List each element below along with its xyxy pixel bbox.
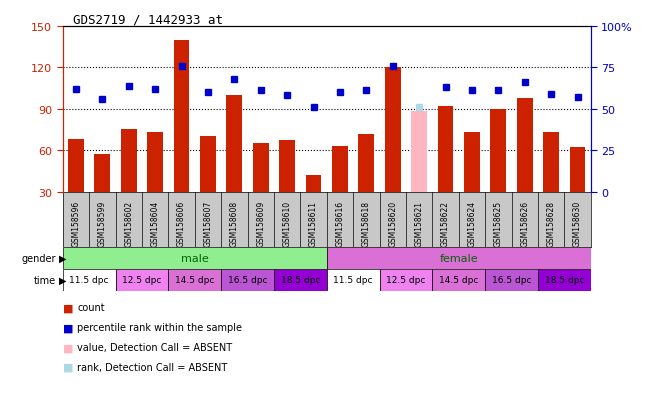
Bar: [332, 147, 348, 192]
Text: GSM158611: GSM158611: [309, 200, 318, 246]
Text: GSM158610: GSM158610: [282, 200, 292, 246]
Text: ▶: ▶: [59, 275, 67, 285]
Text: ■: ■: [63, 342, 73, 352]
Text: ▶: ▶: [59, 253, 67, 263]
Bar: [538, 269, 591, 291]
Text: GSM158599: GSM158599: [98, 200, 107, 247]
Text: 16.5 dpc: 16.5 dpc: [492, 275, 531, 285]
Bar: [490, 109, 506, 192]
Text: GSM158630: GSM158630: [573, 200, 582, 247]
Text: percentile rank within the sample: percentile rank within the sample: [77, 323, 242, 332]
Bar: [94, 155, 110, 192]
Text: GSM158596: GSM158596: [71, 200, 81, 247]
Text: 18.5 dpc: 18.5 dpc: [544, 275, 584, 285]
Bar: [358, 134, 374, 192]
Text: count: count: [77, 303, 105, 313]
Text: GSM158609: GSM158609: [256, 200, 265, 247]
Text: ■: ■: [63, 303, 73, 313]
Bar: [63, 247, 327, 269]
Text: ■: ■: [63, 362, 73, 372]
Bar: [327, 247, 591, 269]
Text: 16.5 dpc: 16.5 dpc: [228, 275, 267, 285]
Text: male: male: [181, 253, 209, 263]
Bar: [63, 269, 116, 291]
Text: GSM158625: GSM158625: [494, 200, 503, 246]
Text: 14.5 dpc: 14.5 dpc: [175, 275, 214, 285]
Bar: [379, 269, 432, 291]
Bar: [168, 269, 221, 291]
Bar: [411, 112, 427, 192]
Text: value, Detection Call = ABSENT: value, Detection Call = ABSENT: [77, 342, 232, 352]
Bar: [121, 130, 137, 192]
Text: 11.5 dpc: 11.5 dpc: [69, 275, 109, 285]
Bar: [115, 269, 168, 291]
Text: gender: gender: [22, 253, 56, 263]
Text: GSM158607: GSM158607: [203, 200, 213, 247]
Bar: [385, 68, 401, 192]
Bar: [200, 137, 216, 192]
Bar: [306, 176, 321, 192]
Text: GSM158616: GSM158616: [335, 200, 345, 246]
Text: rank, Detection Call = ABSENT: rank, Detection Call = ABSENT: [77, 362, 228, 372]
Bar: [570, 148, 585, 192]
Bar: [279, 141, 295, 192]
Text: 12.5 dpc: 12.5 dpc: [386, 275, 426, 285]
Bar: [438, 107, 453, 192]
Text: GSM158620: GSM158620: [388, 200, 397, 246]
Bar: [253, 144, 269, 192]
Bar: [147, 133, 163, 192]
Text: GSM158628: GSM158628: [546, 200, 556, 246]
Text: female: female: [440, 253, 478, 263]
Text: time: time: [34, 275, 56, 285]
Bar: [485, 269, 538, 291]
Text: 12.5 dpc: 12.5 dpc: [122, 275, 162, 285]
Text: GSM158624: GSM158624: [467, 200, 477, 246]
Bar: [221, 269, 274, 291]
Text: GSM158606: GSM158606: [177, 200, 186, 247]
Bar: [517, 98, 533, 192]
Text: 14.5 dpc: 14.5 dpc: [439, 275, 478, 285]
Bar: [327, 269, 379, 291]
Text: ■: ■: [63, 323, 73, 332]
Text: 18.5 dpc: 18.5 dpc: [280, 275, 320, 285]
Text: GSM158618: GSM158618: [362, 200, 371, 246]
Bar: [226, 96, 242, 192]
Text: GDS2719 / 1442933_at: GDS2719 / 1442933_at: [73, 13, 223, 26]
Bar: [464, 133, 480, 192]
Text: GSM158608: GSM158608: [230, 200, 239, 246]
Bar: [432, 269, 485, 291]
Bar: [174, 40, 189, 192]
Text: GSM158604: GSM158604: [150, 200, 160, 247]
Text: GSM158621: GSM158621: [414, 200, 424, 246]
Bar: [68, 140, 84, 192]
Text: GSM158622: GSM158622: [441, 200, 450, 246]
Bar: [543, 133, 559, 192]
Text: 11.5 dpc: 11.5 dpc: [333, 275, 373, 285]
Bar: [274, 269, 327, 291]
Text: GSM158602: GSM158602: [124, 200, 133, 246]
Text: GSM158626: GSM158626: [520, 200, 529, 246]
